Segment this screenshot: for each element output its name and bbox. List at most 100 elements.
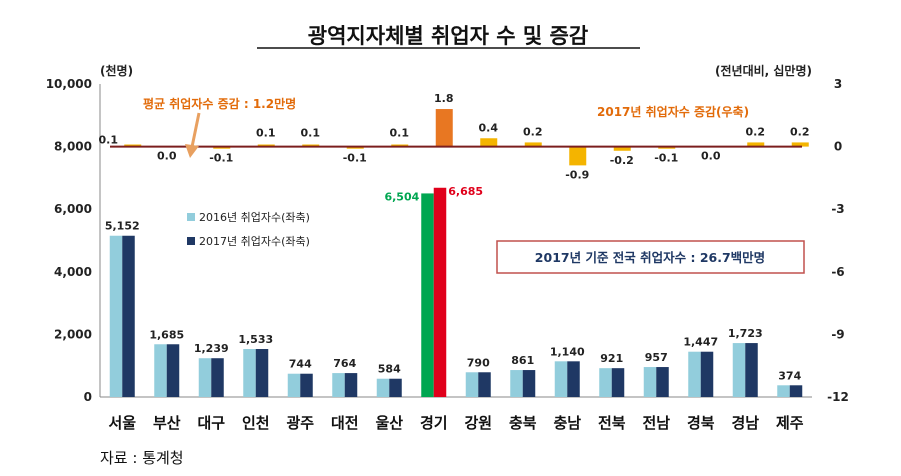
annotation-arrow-icon	[185, 112, 201, 158]
right-tick-label: -12	[827, 390, 849, 404]
value-labels: 5,152 1,685 1,239 1,533 744 764 584 6,504 6,685 7…	[105, 185, 802, 383]
bar-2016	[332, 373, 345, 397]
change-bar	[658, 146, 676, 149]
bar-value-label: 921	[600, 352, 623, 365]
category-label: 전북	[598, 414, 626, 432]
bar-2016	[243, 349, 256, 397]
bar-2017	[745, 343, 758, 397]
employment-bars	[109, 187, 803, 397]
change-value-label: 0.1	[301, 127, 321, 140]
change-bar	[524, 142, 542, 147]
left-tick-label: 4,000	[54, 265, 92, 279]
chart-title: 광역지자체별 취업자 수 및 증감	[308, 24, 588, 48]
category-label: 강원	[464, 414, 492, 432]
category-label: 광주	[286, 414, 314, 432]
category-label: 충북	[509, 414, 537, 432]
left-tick-label: 6,000	[54, 202, 92, 216]
change-value-label: -0.1	[343, 152, 367, 165]
change-value-label: -0.9	[565, 168, 589, 181]
right-axis-unit: (전년대비, 십만명)	[715, 63, 812, 78]
change-bar	[391, 144, 409, 147]
bar-value-label: 5,152	[105, 220, 140, 233]
left-tick-label: 10,000	[46, 77, 92, 91]
left-axis-ticks: 0 2,000 4,000 6,000 8,000 10,000	[46, 77, 92, 404]
change-bar	[346, 146, 364, 149]
legend-label-2017: 2017년 취업자수(좌축)	[199, 235, 310, 248]
bar-2016	[554, 361, 568, 397]
change-value-label: 0.0	[701, 150, 721, 163]
change-value-label: 0.2	[523, 125, 543, 138]
change-bars	[124, 109, 809, 166]
category-label: 경기	[420, 414, 448, 432]
bar-value-label: 1,723	[728, 327, 763, 340]
category-label: 전남	[642, 414, 670, 432]
change-bar	[213, 146, 231, 149]
bar-value-label: 584	[378, 363, 401, 376]
change-bar	[747, 142, 765, 147]
bar-2017	[611, 368, 625, 397]
bar-2017	[567, 361, 580, 397]
bar-2017	[789, 385, 803, 397]
bar-2017	[255, 349, 269, 397]
change-value-label: 0.1	[390, 127, 410, 140]
category-label: 부산	[153, 414, 181, 432]
legend-swatch-2017	[187, 237, 195, 245]
change-value-label: 0.0	[157, 150, 177, 163]
change-value-label: 0.2	[746, 125, 766, 138]
gyeonggi-2016-label: 6,504	[384, 190, 419, 203]
category-label: 충남	[553, 414, 581, 432]
bar-2016	[198, 358, 212, 397]
bar-2016	[287, 373, 301, 397]
bar-2016	[732, 343, 746, 397]
change-bar	[480, 138, 498, 147]
change-bar	[435, 109, 453, 147]
right-tick-label: -9	[831, 327, 844, 341]
right-tick-label: -6	[831, 265, 844, 279]
bar-value-label: 1,685	[149, 328, 184, 341]
legend: 2016년 취업자수(좌축) 2017년 취업자수(좌축)	[187, 211, 310, 248]
total-employment-box	[496, 240, 805, 274]
change-bar	[124, 144, 142, 147]
change-value-label: 0.2	[790, 125, 810, 138]
bar-2016	[376, 378, 390, 397]
change-value-label: 0.4	[479, 121, 499, 134]
bar-2017	[433, 187, 447, 397]
change-value-label: -0.1	[209, 152, 233, 165]
bar-2016	[643, 367, 657, 397]
left-axis-unit: (천명)	[100, 63, 133, 78]
right-tick-label: -3	[831, 202, 844, 216]
bar-2017	[700, 351, 714, 397]
change-labels: 0.1 0.0 -0.1 0.1 0.1 -0.1 0.1 1.8 0.4 0.2 -0.9 -0.2…	[99, 92, 810, 181]
left-tick-label: 8,000	[54, 140, 92, 154]
change-bar	[791, 142, 809, 147]
bar-2016	[465, 372, 479, 397]
bar-value-label: 861	[511, 354, 534, 367]
bar-2017	[656, 367, 669, 397]
change-value-label: 0.1	[99, 134, 119, 147]
bar-value-label: 1,533	[238, 333, 273, 346]
bar-2016	[510, 370, 523, 397]
bar-value-label: 744	[289, 358, 312, 371]
category-labels: 서울 부산 대구 인천 광주 대전 울산 경기 강원 충북 충남 전북 전남 경북 경남 제주	[108, 414, 803, 432]
bar-2017	[166, 344, 180, 397]
bar-2017	[522, 370, 536, 397]
bar-value-label: 374	[778, 369, 801, 382]
category-label: 경북	[687, 414, 715, 432]
category-label: 울산	[375, 414, 403, 432]
legend-label-2016: 2016년 취업자수(좌축)	[199, 211, 310, 224]
category-label: 경남	[731, 414, 759, 432]
bar-value-label: 790	[467, 356, 490, 369]
category-label: 인천	[242, 414, 270, 432]
change-bar	[257, 144, 275, 147]
left-tick-label: 2,000	[54, 327, 92, 341]
right-tick-label: 0	[834, 140, 842, 154]
change-bar	[569, 146, 587, 166]
left-tick-label: 0	[84, 390, 92, 404]
change-bar	[302, 144, 320, 147]
bar-2016	[421, 193, 434, 397]
category-label: 대구	[197, 414, 225, 432]
bar-value-label: 764	[333, 357, 356, 370]
right-tick-label: 3	[834, 77, 842, 91]
category-label: 대전	[331, 414, 359, 432]
category-label: 서울	[108, 414, 136, 432]
